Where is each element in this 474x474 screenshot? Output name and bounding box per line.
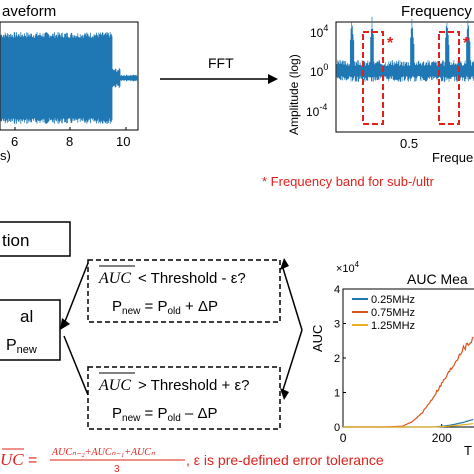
auc-chart-legend: 0.25MHz 0.75MHz 1.25MHz [352, 294, 415, 332]
auc-xtick-label: 200 [432, 431, 452, 445]
condition-auc-bottom: AUC [98, 377, 131, 394]
partial-box-top [0, 221, 71, 257]
waveform-title: aveform [2, 3, 56, 20]
arrow-top-to-box [63, 262, 89, 325]
condition-box-increase [87, 259, 281, 323]
auc-chart-xticks: 0 200 [340, 424, 452, 445]
formula-eq: = [28, 452, 37, 469]
auc-chart-title: AUC Mea [407, 271, 468, 287]
spectrum-signal [336, 16, 474, 82]
waveform-tick-6: 6 [11, 134, 18, 149]
condition-text-bottom: > Threshold + ε? [138, 377, 249, 394]
spectrum-ytick-1e4: 104 [310, 23, 328, 40]
auc-ytick-label: 0 [334, 422, 340, 434]
legend-label-125: 1.25MHz [371, 320, 415, 332]
condition-text-top: < Threshold - ε? [138, 270, 246, 287]
spectrum-xtick-05: 0.5 [400, 136, 418, 151]
arrow-chart-to-bottom [281, 329, 303, 394]
formula-tail: , ε is pre-defined error tolerance [186, 452, 384, 468]
formula: UC = AUCₙ₋₂+AUCₙ₋₁+AUCₙ 3 , ε is pre-def… [0, 447, 384, 474]
spectrum-trace [336, 16, 474, 82]
spectrum-ylabel: Amplitude (log) [287, 54, 301, 135]
spectrum-axes [335, 21, 474, 133]
auc-ytick-label: 1 [334, 388, 340, 400]
band-marker-high: * [463, 35, 470, 52]
frequency-band-note: * Frequency band for sub-/ultr [262, 174, 435, 189]
auc-ytick-label: 2 [334, 353, 340, 365]
partial-box-middle-pnew: Pnew [6, 337, 37, 356]
auc-ytick-label: 4 [334, 284, 340, 296]
arrow-chart-to-top [281, 264, 303, 331]
auc-chart-xlabel: T [464, 443, 472, 458]
auc-chart-scale: ×104 [336, 260, 360, 275]
waveform-x-unit: s) [0, 148, 11, 163]
arrow-head-bottom-box [280, 388, 289, 400]
condition-auc-top: AUC [98, 270, 131, 287]
condition-box-decrease [87, 366, 281, 430]
auc-series-0.75MHz [343, 336, 474, 428]
partial-box-middle-label: al [20, 307, 33, 326]
waveform-signal [0, 32, 138, 124]
spectrum-xlabel: Freque [432, 150, 473, 165]
waveform-tick-10: 10 [116, 134, 130, 149]
auc-xtick-label: 0 [340, 431, 347, 445]
arrow-bottom-to-box [63, 335, 89, 396]
update-rule-top: Pnew = Pold + ΔP [112, 298, 218, 317]
spectrum-title: Frequency [401, 3, 472, 20]
formula-numerator: AUCₙ₋₂+AUCₙ₋₁+AUCₙ [51, 447, 156, 458]
waveform-x-ticks [14, 127, 127, 130]
waveform-tick-8: 8 [66, 134, 73, 149]
waveform-trace [0, 32, 138, 124]
auc-ytick-label: 3 [334, 319, 340, 331]
fft-label: FFT [208, 55, 234, 71]
partial-box-top-label: tion [2, 231, 29, 250]
fft-arrow-head [268, 74, 278, 84]
band-box-high [438, 31, 460, 125]
spectrum-ytick-1e-4: 10-4 [306, 102, 327, 119]
formula-denominator: 3 [114, 464, 120, 474]
auc-chart-yticks: 0 1 2 3 4 [334, 284, 346, 434]
update-rule-bottom: Pnew = Pold – ΔP [112, 405, 218, 424]
arrow-head-into-box [60, 318, 70, 330]
auc-series-1.25MHz [343, 423, 474, 428]
spectrum-ytick-1e0: 100 [310, 62, 328, 79]
formula-lhs: UC [0, 450, 24, 469]
band-box-low [362, 31, 384, 125]
waveform-axes [0, 21, 139, 131]
legend-label-075: 0.75MHz [371, 307, 415, 319]
arrow-head-top-box [280, 258, 289, 270]
band-marker-low: * [387, 35, 394, 52]
auc-chart-ylabel: AUC [310, 325, 325, 352]
legend-label-025: 0.25MHz [371, 294, 415, 306]
auc-chart-series [343, 336, 474, 428]
